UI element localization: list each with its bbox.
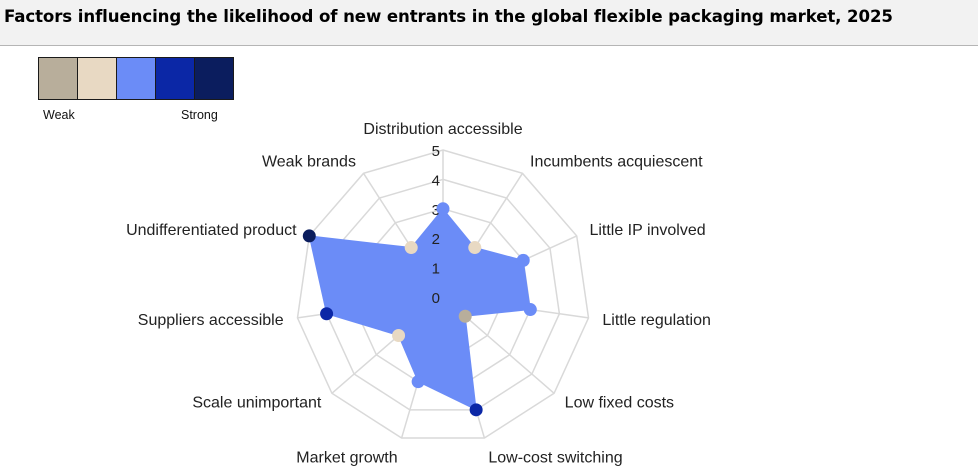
category-label: Little regulation: [602, 312, 711, 329]
category-label: Incumbents acquiescent: [530, 154, 703, 171]
legend-swatch-3: [117, 58, 156, 99]
category-label: Undifferentiated product: [126, 222, 297, 239]
data-point: [516, 253, 530, 267]
category-label: Scale unimportant: [192, 394, 322, 411]
legend-swatch-4: [156, 58, 195, 99]
legend-weak-label: Weak: [43, 108, 75, 122]
data-point: [458, 309, 472, 323]
data-point: [411, 375, 425, 389]
radial-tick-label: 2: [432, 231, 440, 248]
category-label: Little IP involved: [589, 222, 705, 239]
radial-tick-label: 5: [432, 143, 440, 160]
title-bar: Factors influencing the likelihood of ne…: [0, 0, 978, 46]
legend-swatch-5: [195, 58, 233, 99]
category-label: Low-cost switching: [488, 449, 622, 466]
data-point: [523, 303, 537, 317]
legend-swatch-2: [78, 58, 117, 99]
radial-tick-label: 4: [432, 172, 440, 189]
radial-tick-label: 1: [432, 261, 440, 278]
category-label: Weak brands: [262, 154, 356, 171]
data-point: [404, 241, 418, 255]
data-point: [392, 329, 406, 343]
radial-tick-label: 0: [432, 290, 440, 307]
data-point: [468, 241, 482, 255]
data-area: [308, 208, 531, 411]
category-label: Distribution accessible: [363, 121, 522, 138]
radial-tick-label: 3: [432, 202, 440, 219]
category-label: Suppliers accessible: [138, 312, 284, 329]
category-label: Low fixed costs: [565, 394, 674, 411]
grid-ring-5: [296, 149, 590, 439]
legend-swatch-1: [39, 58, 78, 99]
strength-color-scale: [38, 57, 234, 100]
data-point: [302, 229, 316, 243]
data-point: [320, 307, 334, 321]
data-point: [436, 202, 450, 216]
chart-title: Factors influencing the likelihood of ne…: [4, 7, 893, 26]
data-point: [469, 403, 483, 417]
category-label: Market growth: [296, 449, 397, 466]
legend-strong-label: Strong: [181, 108, 218, 122]
